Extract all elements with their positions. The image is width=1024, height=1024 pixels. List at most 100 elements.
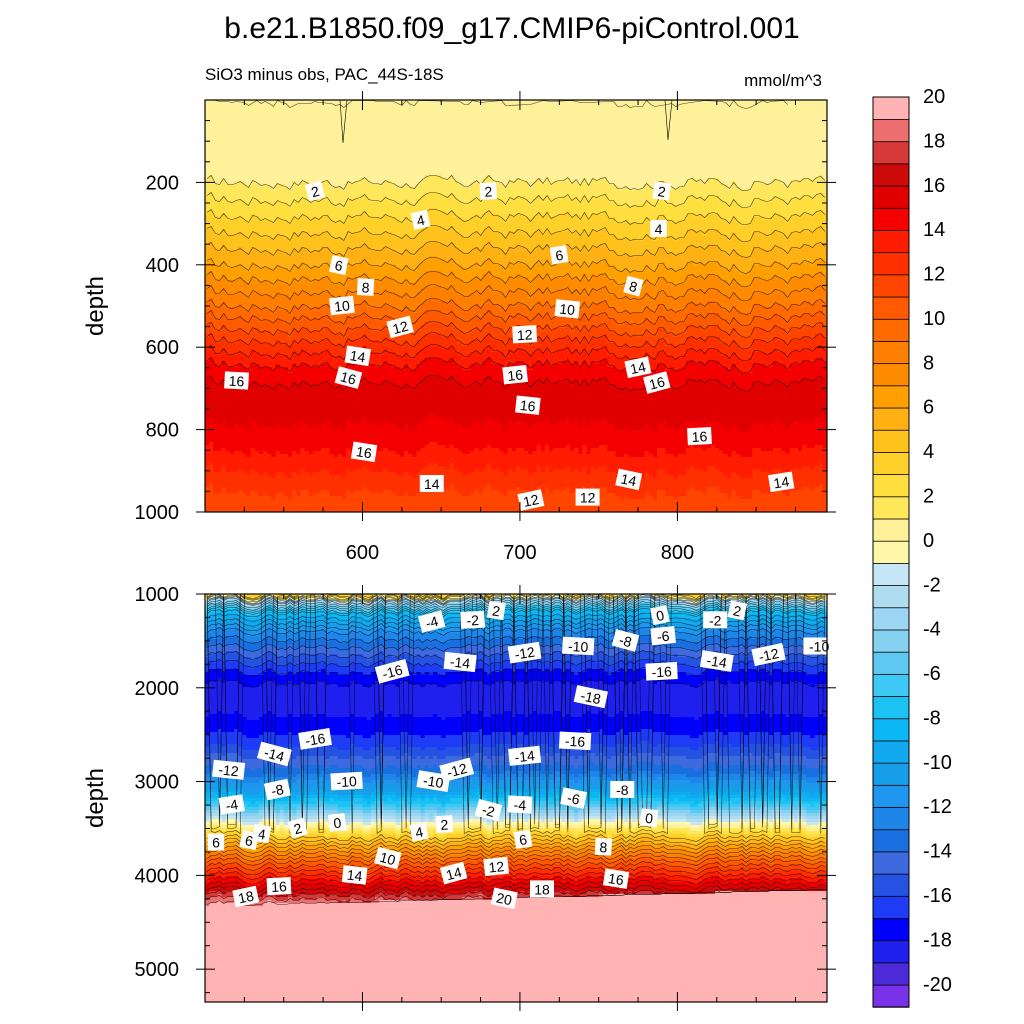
field-cell [242,304,248,308]
field-cell [321,373,326,377]
field-cell [229,346,235,350]
field-cell [225,298,231,302]
field-cell [238,439,243,443]
field-cell [287,148,293,152]
field-cell [254,238,260,242]
field-cell [316,253,322,257]
field-cell [312,424,318,428]
field-cell [205,286,210,290]
field-cell [213,118,219,122]
field-cell [229,121,235,125]
field-cell [242,472,248,476]
field-cell [209,316,214,320]
field-cell [267,376,272,380]
field-cell [308,208,314,212]
field-cell [229,496,235,500]
field-cell [250,175,256,179]
field-cell [225,442,231,446]
field-cell [225,166,231,170]
field-cell [246,496,252,500]
field-cell [292,448,297,452]
field-cell [296,109,301,113]
field-cell [308,241,314,245]
field-cell [271,223,277,227]
field-cell [308,124,314,128]
field-cell [321,250,326,254]
field-cell [242,298,248,302]
field-cell [296,421,301,425]
field-cell [300,241,306,245]
field-cell [258,157,264,161]
field-cell [221,481,227,485]
field-cell [321,112,326,116]
field-cell [258,226,264,230]
field-cell [221,286,227,290]
field-cell [267,502,272,506]
field-cell [321,319,326,323]
field-cell [225,151,231,155]
field-cell [316,133,322,137]
field-cell [271,190,277,194]
field-cell [229,481,235,485]
field-cell [221,178,227,182]
field-cell [213,424,219,428]
field-cell [275,343,281,347]
field-cell [275,253,281,257]
field-cell [287,136,293,140]
field-cell [296,103,301,107]
field-cell [234,361,239,365]
field-cell [225,220,231,224]
field-cell [225,475,231,479]
field-cell [300,358,306,362]
field-cell [312,130,318,134]
field-cell [246,481,252,485]
field-cell [225,178,231,182]
field-cell [234,277,239,281]
field-cell [246,451,252,455]
field-cell [254,490,260,494]
field-cell [242,115,248,119]
field-cell [321,361,326,365]
field-cell [308,289,314,293]
field-cell [283,208,289,212]
field-cell [229,304,235,308]
field-cell [308,106,314,110]
field-cell [308,178,314,182]
field-cell [321,178,326,182]
field-cell [275,358,281,362]
field-cell [205,505,210,509]
field-cell [209,286,214,290]
field-cell [250,190,256,194]
field-cell [234,478,239,482]
field-cell [225,340,231,344]
field-cell [205,439,210,443]
field-cell [205,190,210,194]
field-cell [242,268,248,272]
field-cell [221,424,227,428]
field-cell [205,118,210,122]
field-cell [267,289,272,293]
field-cell [300,112,306,116]
field-cell [213,235,219,239]
field-cell [279,142,285,146]
field-cell [229,130,235,134]
field-cell [258,289,264,293]
field-cell [283,145,289,149]
field-cell [242,199,248,203]
field-cell [213,430,219,434]
field-cell [234,271,239,275]
field-cell [263,469,268,473]
field-cell [283,169,289,173]
field-cell [296,370,301,374]
field-cell [316,379,322,383]
field-cell [234,127,239,131]
field-cell [287,199,293,203]
field-cell [283,421,289,425]
field-cell [275,187,281,191]
field-cell [308,454,314,458]
field-cell [221,109,227,113]
field-cell [213,367,219,371]
field-cell [205,391,210,395]
field-cell [258,439,264,443]
field-cell [287,115,293,119]
